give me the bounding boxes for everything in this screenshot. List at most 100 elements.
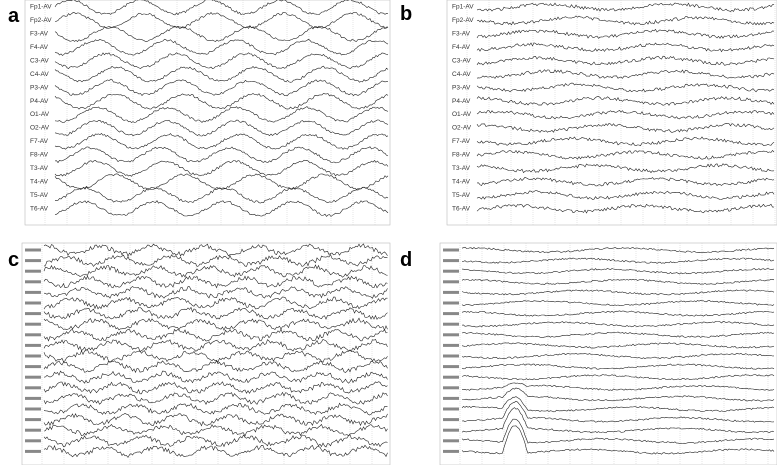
eeg-trace bbox=[43, 360, 388, 374]
channel-label-mark bbox=[25, 343, 41, 347]
channel-label: T6-AV bbox=[452, 205, 471, 212]
eeg-trace bbox=[54, 119, 389, 137]
eeg-trace bbox=[43, 338, 388, 352]
channel-label-mark bbox=[443, 418, 459, 422]
channel-label: T5-AV bbox=[452, 192, 471, 199]
channel-label: F3-AV bbox=[30, 31, 49, 38]
eeg-trace bbox=[461, 374, 775, 381]
eeg-trace bbox=[43, 317, 388, 332]
channel-label: T6-AV bbox=[30, 205, 49, 212]
eeg-trace bbox=[461, 278, 775, 285]
eeg-panel bbox=[439, 242, 777, 465]
channel-label: P4-AV bbox=[30, 98, 49, 105]
channel-label: Fp2-AV bbox=[452, 17, 474, 24]
eeg-trace bbox=[476, 96, 775, 106]
eeg-trace bbox=[54, 132, 389, 150]
eeg-trace bbox=[54, 0, 389, 16]
channel-label: P4-AV bbox=[452, 98, 471, 105]
eeg-trace bbox=[43, 296, 388, 310]
panel-label: a bbox=[8, 5, 20, 27]
channel-label: F8-AV bbox=[30, 152, 49, 159]
eeg-trace bbox=[54, 65, 389, 83]
panel-label: c bbox=[8, 249, 19, 271]
channel-label-mark bbox=[443, 449, 459, 453]
channel-label-mark bbox=[25, 333, 41, 337]
eeg-panel: Fp1-AV Fp2-AV F3-AV F4-AV C3-AV C4-AV P3-AV P4-… bbox=[24, 0, 391, 226]
eeg-trace bbox=[54, 173, 389, 190]
channel-label-mark bbox=[443, 439, 459, 443]
channel-label: C3-AV bbox=[452, 57, 471, 64]
channel-label-mark bbox=[25, 386, 41, 390]
channel-label-mark bbox=[25, 439, 41, 443]
channel-label-mark bbox=[443, 269, 459, 273]
channel-label-mark bbox=[443, 248, 459, 252]
channel-label: T4-AV bbox=[452, 178, 471, 185]
eeg-trace bbox=[476, 28, 775, 39]
eeg-trace bbox=[476, 190, 775, 200]
eeg-trace bbox=[476, 82, 775, 93]
eeg-panel bbox=[21, 242, 391, 465]
channel-label-mark bbox=[443, 290, 459, 294]
channel-label: T4-AV bbox=[30, 178, 49, 185]
eeg-trace bbox=[43, 286, 388, 299]
eeg-trace bbox=[461, 396, 775, 413]
channel-label-mark bbox=[443, 333, 459, 337]
channel-label-mark bbox=[443, 354, 459, 358]
channel-label-mark bbox=[25, 418, 41, 422]
eeg-trace bbox=[54, 186, 389, 204]
channel-label-mark bbox=[443, 312, 459, 316]
channel-label-mark bbox=[25, 280, 41, 284]
channel-label: O1-AV bbox=[452, 111, 472, 118]
eeg-trace bbox=[54, 79, 389, 97]
channel-label-mark bbox=[25, 312, 41, 316]
eeg-trace bbox=[476, 149, 775, 160]
channel-label: Fp1-AV bbox=[452, 4, 474, 11]
channel-label-mark bbox=[443, 428, 459, 432]
eeg-trace bbox=[43, 381, 388, 395]
channel-label: C4-AV bbox=[30, 71, 49, 78]
eeg-trace bbox=[43, 413, 388, 427]
channel-label: T3-AV bbox=[452, 165, 471, 172]
eeg-trace bbox=[43, 306, 388, 320]
eeg-trace bbox=[54, 25, 388, 43]
eeg-trace bbox=[476, 42, 775, 53]
channel-label: O1-AV bbox=[30, 111, 50, 118]
eeg-trace bbox=[43, 253, 388, 267]
channel-label-mark bbox=[443, 280, 459, 284]
channel-label: F3-AV bbox=[452, 31, 471, 38]
channel-label-mark bbox=[443, 365, 459, 369]
channel-label: Fp1-AV bbox=[30, 4, 52, 11]
panel-label: d bbox=[400, 249, 412, 271]
eeg-trace bbox=[476, 110, 775, 120]
channel-label: F7-AV bbox=[452, 138, 471, 145]
eeg-trace bbox=[461, 407, 775, 434]
eeg-trace bbox=[43, 243, 388, 257]
eeg-trace bbox=[461, 268, 775, 275]
eeg-trace bbox=[43, 264, 388, 278]
eeg-trace bbox=[476, 69, 775, 79]
panel-frame bbox=[21, 242, 391, 465]
channel-label-mark bbox=[25, 290, 41, 294]
channel-label: P3-AV bbox=[30, 84, 49, 91]
channel-label-mark bbox=[443, 343, 459, 347]
eeg-trace bbox=[461, 400, 775, 423]
channel-label-mark bbox=[443, 301, 459, 305]
channel-label: C3-AV bbox=[30, 57, 49, 64]
eeg-trace bbox=[43, 328, 388, 342]
eeg-trace bbox=[54, 52, 389, 69]
eeg-trace bbox=[476, 136, 775, 147]
eeg-trace bbox=[461, 382, 775, 391]
eeg-trace bbox=[43, 349, 388, 363]
eeg-trace bbox=[43, 444, 388, 458]
channel-label: T3-AV bbox=[30, 165, 49, 172]
eeg-trace bbox=[54, 92, 389, 110]
channel-label-mark bbox=[25, 248, 41, 252]
channel-label-mark bbox=[25, 428, 41, 432]
eeg-trace bbox=[461, 352, 775, 360]
channel-label: O2-AV bbox=[30, 125, 50, 132]
channel-label: F8-AV bbox=[452, 152, 471, 159]
channel-label: C4-AV bbox=[452, 71, 471, 78]
eeg-trace bbox=[461, 246, 775, 254]
eeg-trace bbox=[43, 370, 388, 384]
